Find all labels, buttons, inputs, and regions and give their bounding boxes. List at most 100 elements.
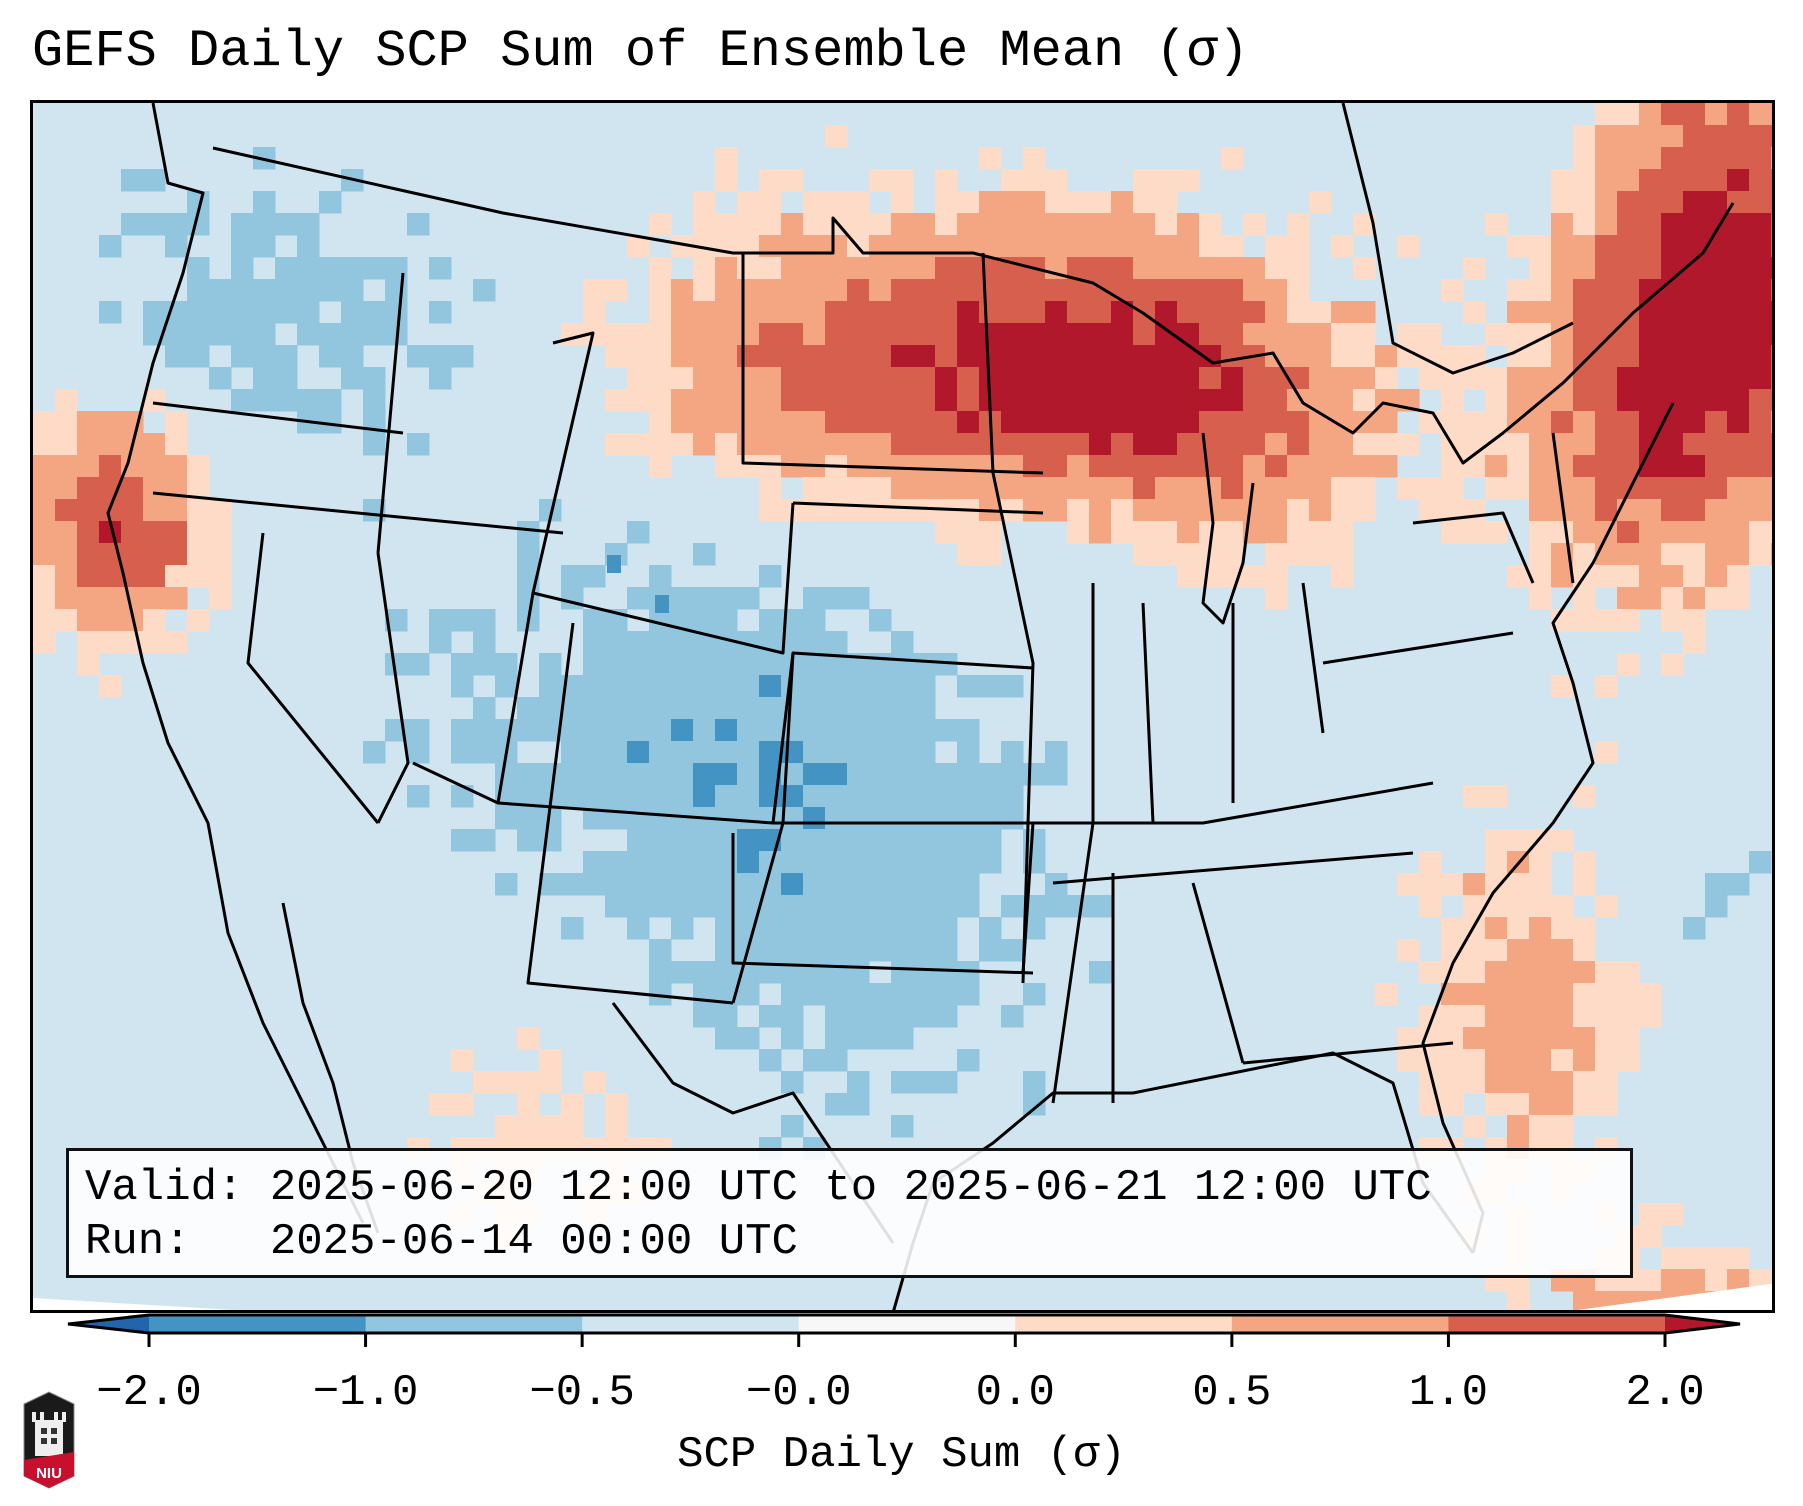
grid-cell	[1045, 763, 1068, 786]
grid-cell	[539, 807, 562, 830]
grid-cell	[1111, 279, 1134, 302]
grid-cell	[737, 983, 760, 1006]
grid-cell	[671, 323, 694, 346]
grid-cell	[825, 851, 848, 874]
grid-cell	[517, 785, 540, 808]
grid-cell	[1573, 411, 1596, 434]
grid-cell	[1441, 873, 1464, 896]
boundary-line	[1052, 851, 1414, 885]
grid-cell	[715, 323, 738, 346]
grid-cell	[1243, 477, 1266, 500]
grid-cell	[649, 763, 672, 786]
grid-cell	[407, 345, 430, 368]
grid-cell	[473, 1071, 496, 1094]
grid-cell	[627, 807, 650, 830]
grid-cell	[957, 1049, 980, 1072]
grid-cell	[847, 983, 870, 1006]
grid-cell	[1639, 213, 1662, 236]
grid-cell	[1771, 279, 1772, 302]
grid-cell	[1441, 1005, 1464, 1028]
grid-cell	[803, 983, 826, 1006]
grid-cell	[1705, 873, 1728, 896]
boundary-line	[526, 622, 734, 1005]
grid-cell	[1617, 477, 1640, 500]
grid-cell	[1441, 1027, 1464, 1050]
grid-cell	[1595, 961, 1618, 984]
grid-cell	[33, 433, 56, 456]
grid-cell	[77, 411, 100, 434]
grid-cell	[429, 367, 452, 390]
grid-cell	[913, 741, 936, 764]
grid-cell	[231, 345, 254, 368]
grid-cell	[781, 301, 804, 324]
grid-cell	[1419, 345, 1442, 368]
grid-cell	[715, 433, 738, 456]
grid-cell	[1111, 499, 1134, 522]
grid-cell	[1243, 433, 1266, 456]
grid-cell	[583, 609, 606, 632]
boundary-line	[1341, 103, 1574, 375]
grid-cell	[1617, 521, 1640, 544]
grid-cell	[1067, 521, 1090, 544]
grid-cell	[1705, 543, 1728, 566]
grid-cell	[671, 653, 694, 676]
grid-cell	[671, 763, 694, 786]
grid-cell	[1265, 411, 1288, 434]
grid-cell	[517, 587, 540, 610]
grid-cell	[385, 279, 408, 302]
grid-cell	[495, 675, 518, 698]
grid-cell	[1199, 389, 1222, 412]
grid-cell	[803, 631, 826, 654]
grid-cell	[1485, 1027, 1508, 1050]
grid-cell	[1001, 169, 1024, 192]
grid-cell	[803, 675, 826, 698]
grid-cell	[1705, 1269, 1728, 1292]
grid-cell	[1001, 477, 1024, 500]
grid-cell	[275, 301, 298, 324]
grid-cell	[737, 367, 760, 390]
grid-cell	[1771, 191, 1772, 214]
grid-cell	[1771, 631, 1772, 654]
grid-cell	[297, 235, 320, 258]
grid-cell	[1287, 411, 1310, 434]
grid-cell	[737, 631, 760, 654]
grid-cell	[1001, 433, 1024, 456]
grid-cell	[1683, 147, 1706, 170]
grid-cell	[759, 455, 782, 478]
grid-cell	[737, 697, 760, 720]
grid-cell	[1089, 411, 1112, 434]
grid-cell	[561, 785, 584, 808]
grid-cell	[341, 367, 364, 390]
grid-cell	[1551, 1005, 1574, 1028]
grid-cell	[539, 1115, 562, 1138]
grid-cell	[121, 499, 144, 522]
grid-cell	[319, 389, 342, 412]
grid-cell	[1573, 873, 1596, 896]
grid-cell	[1485, 1071, 1508, 1094]
grid-cell	[1441, 917, 1464, 940]
grid-cell	[1177, 235, 1200, 258]
grid-cell	[1309, 323, 1332, 346]
grid-cell	[1617, 455, 1640, 478]
grid-cell	[1155, 191, 1178, 214]
grid-cell	[781, 873, 804, 896]
grid-cell	[1177, 213, 1200, 236]
grid-cell	[1595, 1005, 1618, 1028]
grid-cell	[759, 741, 782, 764]
grid-cell	[935, 851, 958, 874]
grid-cell	[451, 741, 474, 764]
grid-cell	[1529, 1049, 1552, 1072]
grid-cell	[957, 851, 980, 874]
grid-cell	[891, 763, 914, 786]
grid-cell	[1595, 1093, 1618, 1116]
grid-cell	[1507, 235, 1530, 258]
grid-cell	[1397, 939, 1420, 962]
grid-cell	[1661, 433, 1684, 456]
grid-cell	[605, 697, 628, 720]
grid-cell	[143, 521, 166, 544]
grid-cell	[1529, 917, 1552, 940]
grid-cell	[1463, 873, 1486, 896]
grid-cell	[913, 279, 936, 302]
grid-cell	[1001, 389, 1024, 412]
boundary-line	[1551, 432, 1575, 584]
